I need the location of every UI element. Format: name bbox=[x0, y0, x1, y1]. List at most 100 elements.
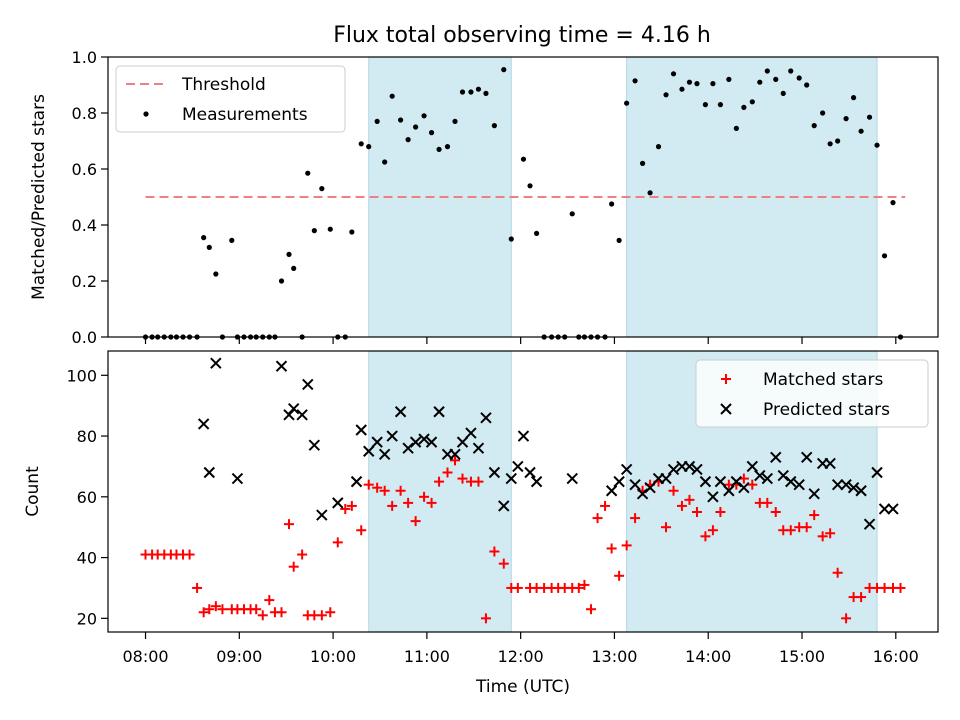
measurement-point bbox=[663, 92, 669, 98]
measurement-point bbox=[229, 237, 235, 243]
predicted-star-point bbox=[275, 360, 288, 372]
measurement-point bbox=[421, 113, 427, 119]
cross-b bbox=[449, 448, 461, 460]
matched-star-point bbox=[251, 604, 262, 615]
measurement-point bbox=[428, 130, 435, 136]
measurement-point bbox=[389, 93, 395, 99]
predicted-star-point bbox=[197, 418, 210, 430]
observing-span bbox=[368, 350, 512, 633]
cross-b bbox=[210, 357, 222, 369]
cross-b bbox=[355, 424, 367, 436]
cross-b bbox=[418, 433, 430, 445]
cross-b bbox=[231, 472, 244, 485]
legend-box bbox=[115, 65, 346, 133]
matched-star-point bbox=[450, 455, 461, 466]
predicted-star-point bbox=[402, 442, 414, 454]
cross-b bbox=[394, 406, 407, 418]
matched-star-point bbox=[204, 604, 215, 615]
matched-star-point bbox=[363, 479, 374, 490]
cross-b bbox=[840, 478, 852, 491]
predicted-star-point bbox=[770, 451, 782, 464]
predicted-star-point bbox=[308, 439, 321, 451]
cross-b bbox=[707, 491, 719, 503]
cross-b bbox=[203, 466, 215, 479]
matched-star-point bbox=[691, 507, 702, 518]
measurement-point bbox=[694, 81, 700, 87]
cross-b bbox=[613, 475, 625, 488]
matched-star-point bbox=[395, 485, 406, 496]
measurement-point bbox=[459, 89, 466, 95]
cross-b bbox=[746, 460, 759, 473]
cross-b bbox=[488, 466, 501, 479]
measurement-point bbox=[811, 123, 817, 129]
predicted-star-point bbox=[231, 472, 244, 485]
matched-star-point bbox=[512, 582, 523, 593]
measurement-point bbox=[452, 118, 458, 124]
predicted-star-point bbox=[472, 442, 485, 454]
cross-b bbox=[644, 481, 656, 494]
y-tick-label: 0.2 bbox=[72, 272, 97, 291]
chart-title: Flux total observing time = 4.16 h bbox=[333, 23, 711, 48]
predicted-star-point bbox=[302, 378, 314, 391]
measurement-point bbox=[436, 146, 442, 152]
matched-star-point bbox=[841, 613, 852, 624]
measurement-point bbox=[468, 89, 474, 95]
cross-b bbox=[699, 475, 712, 488]
cross-b bbox=[660, 472, 672, 485]
matched-star-point bbox=[192, 582, 203, 593]
measurement-point bbox=[527, 183, 533, 189]
predicted-star-point bbox=[449, 448, 461, 460]
matched-star-point bbox=[592, 513, 603, 524]
measurement-point bbox=[520, 156, 527, 162]
cross-b bbox=[683, 460, 696, 473]
measurement-point bbox=[366, 144, 372, 150]
measurement-point bbox=[382, 159, 388, 165]
measurement-point bbox=[717, 102, 724, 108]
matched-star-point bbox=[684, 494, 695, 505]
measurement-point bbox=[850, 95, 857, 101]
predicted-star-point bbox=[456, 436, 469, 448]
predicted-star-point bbox=[350, 475, 363, 488]
measurement-point bbox=[374, 118, 380, 124]
matched-star-point bbox=[264, 595, 275, 606]
matched-star-point bbox=[434, 476, 445, 487]
cross-b bbox=[800, 451, 813, 464]
measurement-point bbox=[508, 236, 514, 242]
predicted-star-point bbox=[498, 500, 510, 512]
predicted-star-point bbox=[691, 463, 703, 476]
cross-b bbox=[465, 427, 477, 439]
measurement-point bbox=[483, 90, 489, 96]
x-tick-label: 15:00 bbox=[779, 647, 825, 666]
cross-b bbox=[566, 472, 578, 485]
y-axis-label: Count bbox=[23, 466, 43, 517]
measurement-point bbox=[858, 128, 864, 134]
measurement-point bbox=[733, 125, 739, 131]
y-tick-label: 100 bbox=[66, 366, 97, 385]
measurement-point bbox=[311, 228, 317, 234]
measurement-point bbox=[475, 86, 482, 92]
matched-star-point bbox=[489, 546, 500, 557]
predicted-star-point bbox=[512, 460, 524, 473]
predicted-star-point bbox=[847, 481, 860, 494]
cross-b bbox=[530, 475, 543, 488]
predicted-star-point bbox=[636, 488, 649, 500]
measurement-point bbox=[201, 235, 207, 241]
cross-b bbox=[456, 436, 469, 448]
predicted-star-point bbox=[620, 463, 633, 476]
matched-star-point bbox=[379, 485, 390, 496]
matched-star-point bbox=[707, 525, 718, 536]
predicted-star-point bbox=[863, 518, 876, 530]
predicted-star-point bbox=[800, 451, 813, 464]
cross-b bbox=[738, 481, 750, 494]
predicted-star-point bbox=[418, 433, 430, 445]
predicted-star-point bbox=[425, 436, 438, 448]
cross-b bbox=[363, 445, 375, 457]
measurement-point bbox=[624, 100, 630, 106]
x-tick-label: 16:00 bbox=[873, 647, 919, 666]
matched-star-point bbox=[895, 582, 906, 593]
predicted-star-point bbox=[699, 475, 712, 488]
measurement-point bbox=[444, 144, 451, 150]
x-tick-label: 10:00 bbox=[310, 647, 356, 666]
matched-star-point bbox=[284, 519, 295, 530]
